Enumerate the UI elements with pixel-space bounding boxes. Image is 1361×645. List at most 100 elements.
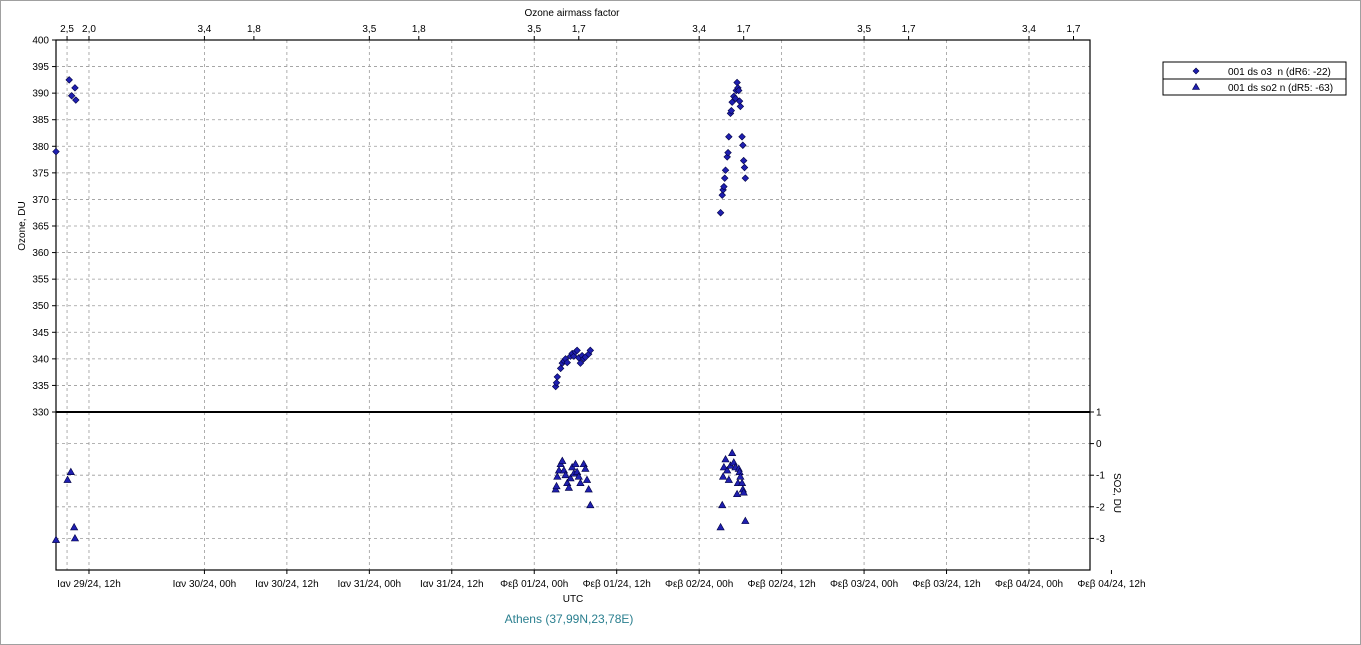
o3-data-point <box>52 147 60 156</box>
so2-data-point <box>571 459 580 468</box>
o3-data-point <box>740 163 749 172</box>
o3-data-point <box>720 174 729 182</box>
so2-data-point <box>586 500 595 509</box>
o3-data-point <box>71 84 79 92</box>
so2-data-point <box>718 472 728 480</box>
o3-data-point <box>553 373 562 381</box>
airmass-tick-label: 1,7 <box>572 24 586 35</box>
ozone-tick-label: 385 <box>32 115 49 126</box>
so2-data-point <box>552 481 561 490</box>
utc-tick-label: Φεβ 02/24, 12h <box>747 579 815 590</box>
airmass-tick-label: 3,5 <box>362 24 376 35</box>
top-axis-title: Ozone airmass factor <box>524 8 620 19</box>
airmass-tick-label: 3,5 <box>857 24 871 35</box>
o3-data-point <box>718 191 726 199</box>
so2-data-point <box>724 475 733 483</box>
utc-tick-label: Φεβ 01/24, 00h <box>500 579 568 590</box>
so2-tick-label: 1 <box>1096 408 1102 419</box>
airmass-tick-label: 1,7 <box>737 24 751 35</box>
so2-data-point <box>719 462 729 471</box>
ozone-tick-label: 370 <box>32 195 49 206</box>
utc-tick-label: Φεβ 02/24, 00h <box>665 579 733 590</box>
airmass-tick-label: 2,0 <box>82 24 96 35</box>
airmass-tick-label: 3,4 <box>197 24 211 35</box>
ozone-tick-label: 380 <box>32 142 49 153</box>
so2-data-point <box>723 466 732 474</box>
airmass-tick-label: 3,4 <box>692 24 706 35</box>
ozone-tick-label: 350 <box>32 301 49 312</box>
o3-data-point <box>723 153 731 161</box>
so2-data-point <box>718 500 727 509</box>
o3-data-point <box>716 208 725 217</box>
so2-data-point <box>741 516 750 524</box>
ozone-tick-label: 335 <box>32 381 49 392</box>
so2-tick-label: -2 <box>1096 502 1105 513</box>
legend-label-so2: 001 ds so2 n (dR5: -63) <box>1228 83 1333 94</box>
o3-data-point <box>725 132 733 141</box>
o3-data-point <box>563 358 571 367</box>
plot-frame <box>55 39 1091 571</box>
so2-tick-label: -3 <box>1096 534 1105 545</box>
so2-data-point <box>574 472 583 480</box>
o3-data-point <box>72 96 80 104</box>
so2-data-point <box>737 478 747 486</box>
airmass-tick-label: 1,8 <box>247 24 261 35</box>
utc-tick-label: Ιαν 31/24, 12h <box>420 579 484 590</box>
so2-axis-ticks: 1 0 -1 -2 -3 <box>1090 408 1105 545</box>
utc-tick-label: Ιαν 29/24, 12h <box>57 579 121 590</box>
so2-data-point <box>728 448 737 456</box>
o3-data-point <box>556 364 565 373</box>
so2-data-point <box>554 466 564 474</box>
so2-data-point <box>561 470 570 479</box>
so2-data-point <box>584 485 593 493</box>
x-axis-title: UTC <box>563 594 584 605</box>
so2-data-point <box>564 483 573 491</box>
o3-data-point <box>576 359 585 367</box>
legend-diamond-icon <box>1192 67 1200 75</box>
airmass-tick-label: 2,5 <box>60 24 74 35</box>
utc-tick-label: Φεβ 04/24, 00h <box>995 579 1063 590</box>
legend: 001 ds o3 n (dR6: -22) 001 ds so2 n (dR5… <box>1162 61 1347 96</box>
so2-data-point <box>558 456 567 464</box>
so2-data-point <box>579 459 588 468</box>
so2-tick-label: -1 <box>1096 471 1105 482</box>
utc-tick-label: Ιαν 30/24, 12h <box>255 579 319 590</box>
utc-tick-label: Ιαν 31/24, 00h <box>338 579 402 590</box>
utc-tick-label: Φεβ 03/24, 00h <box>830 579 898 590</box>
o3-data-point <box>731 94 740 103</box>
ozone-tick-label: 330 <box>32 408 49 419</box>
airmass-axis-ticks: 2,5 2,0 3,4 1,8 3,5 1,8 3,5 1,7 3,4 1,7 3,5 1,7 3,4 1… <box>60 24 1081 40</box>
airmass-tick-label: 1,7 <box>902 24 916 35</box>
so2-data-point <box>566 473 575 482</box>
so2-data-point <box>736 472 745 480</box>
o3-data-point <box>727 106 736 115</box>
utc-axis-ticks: Ιαν 29/24, 12h Ιαν 30/24, 00h Ιαν 30/24, 1… <box>57 570 1146 590</box>
o3-data-point <box>720 182 728 191</box>
o3-data-point <box>739 141 747 149</box>
series-so2-points <box>51 448 750 543</box>
legend-triangle-icon <box>1191 82 1201 90</box>
utc-tick-label: Φεβ 01/24, 12h <box>583 579 651 590</box>
o3-data-point <box>736 102 745 111</box>
so2-data-point <box>559 466 569 474</box>
so2-data-point <box>581 464 590 472</box>
ozone-tick-label: 390 <box>32 89 49 100</box>
o3-data-point <box>67 92 76 100</box>
ozone-tick-label: 340 <box>32 354 49 365</box>
series-o3-points <box>52 76 750 391</box>
so2-data-point <box>582 475 592 483</box>
ozone-tick-label: 345 <box>32 328 49 339</box>
o3-data-point <box>735 86 743 95</box>
utc-tick-label: Φεβ 03/24, 12h <box>912 579 980 590</box>
so2-data-point <box>739 488 748 496</box>
o3-data-point <box>738 132 746 141</box>
so2-data-point <box>63 475 72 483</box>
o3-data-point <box>551 382 560 391</box>
station-label: Athens (37,99N,23,78E) <box>505 612 634 626</box>
o3-data-point <box>573 346 581 355</box>
so2-data-point <box>729 458 738 466</box>
utc-tick-label: Φεβ 04/24, 12h <box>1077 579 1145 590</box>
utc-tick-label: Ιαν 30/24, 00h <box>173 579 237 590</box>
so2-data-point <box>576 478 585 486</box>
chart-grid <box>56 40 1090 570</box>
